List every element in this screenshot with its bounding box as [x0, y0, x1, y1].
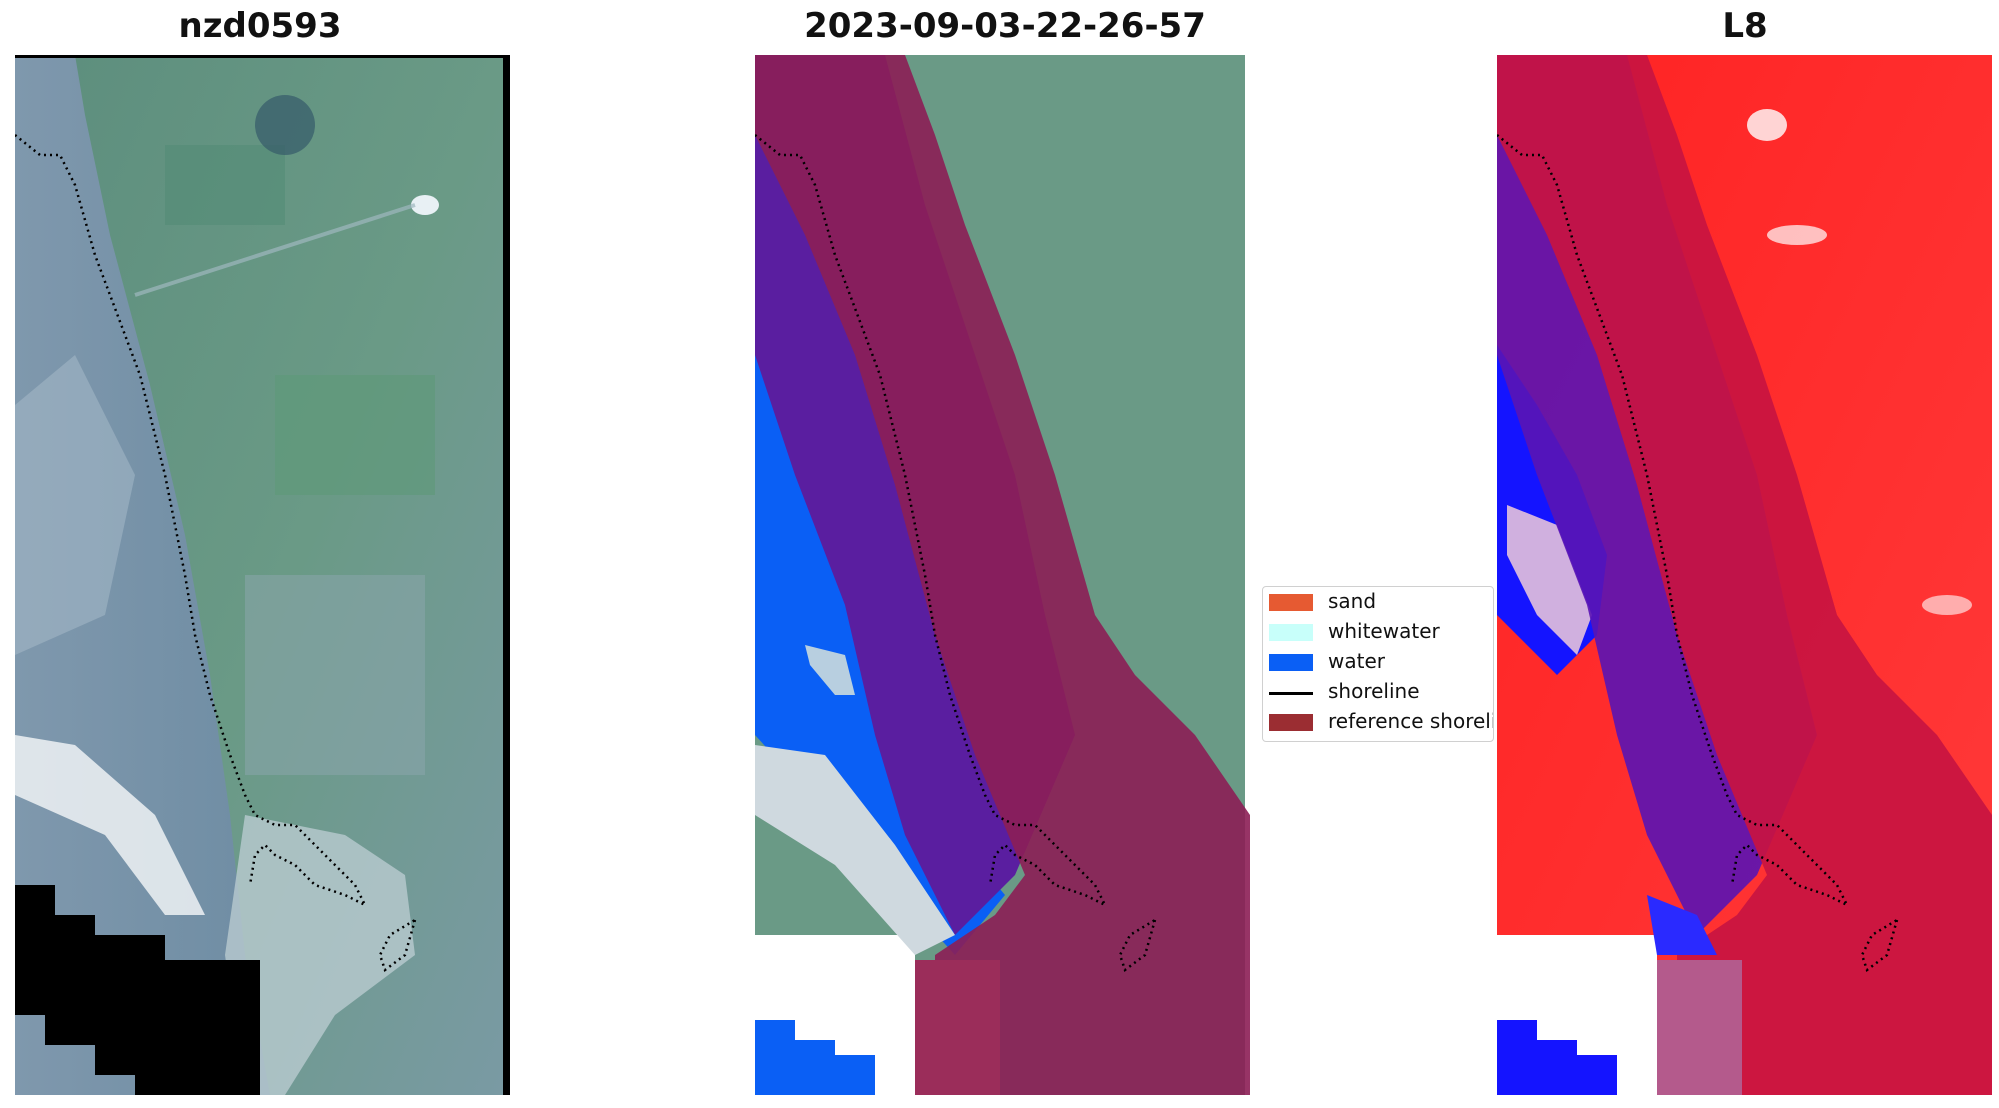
legend-label: shoreline	[1328, 679, 1420, 703]
legend-label: sand	[1328, 589, 1377, 613]
index-image-panel	[1497, 55, 1992, 1095]
legend-swatch-sand	[1269, 594, 1313, 611]
legend-swatch-reference-shoreline	[1269, 714, 1313, 731]
classified-image	[755, 55, 1250, 1095]
classified-image-panel	[755, 55, 1250, 1095]
legend-label: water	[1328, 649, 1385, 673]
panel-title-rgb: nzd0593	[178, 6, 342, 46]
panel-title-index: L8	[1722, 6, 1768, 46]
legend-line-shoreline	[1269, 692, 1313, 695]
legend-swatch-whitewater	[1269, 624, 1313, 641]
panel-title-classified: 2023-09-03-22-26-57	[804, 6, 1206, 46]
index-image	[1497, 55, 1992, 1095]
legend-label: reference shoreline	[1328, 709, 1493, 733]
legend-item-whitewater: whitewater	[1263, 617, 1493, 647]
rgb-image	[15, 55, 510, 1095]
legend-label: whitewater	[1328, 619, 1440, 643]
rgb-image-panel	[15, 55, 510, 1095]
legend-item-water: water	[1263, 647, 1493, 677]
legend-swatch-water	[1269, 654, 1313, 671]
legend-item-sand: sand	[1263, 587, 1493, 617]
legend-item-shoreline: shoreline	[1263, 677, 1493, 707]
legend-item-reference-shoreline: reference shoreline	[1263, 707, 1493, 737]
legend: sand whitewater water shoreline referenc…	[1262, 586, 1494, 742]
